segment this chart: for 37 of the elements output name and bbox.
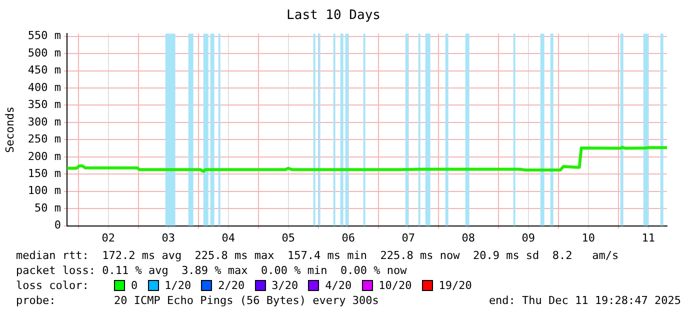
y-tick-label: 0 [54, 218, 61, 232]
text: 4/20 [325, 278, 352, 293]
x-tick-label: 11 [642, 231, 655, 244]
text: end: Thu Dec 11 19:28:47 2025 [488, 294, 681, 307]
text: 1/20 [164, 278, 192, 293]
text: packet loss: 0.11 % avg 3.89 % max 0.00 % min 0.00 % now [16, 264, 407, 277]
y-tick-label: 250 m [28, 132, 62, 146]
y-tick-label: 300 m [28, 115, 62, 128]
text: 2/20 [218, 278, 245, 293]
text: 0 [131, 278, 138, 293]
text: probe: [16, 294, 56, 307]
text: loss color: [16, 279, 89, 292]
x-tick-label: 08 [462, 231, 475, 244]
x-tick-label: 05 [282, 231, 295, 244]
y-tick-label: 400 m [28, 80, 62, 94]
x-tick-label: 09 [522, 231, 535, 244]
x-tick-label: 10 [582, 231, 595, 244]
y-axis-title: Seconds [3, 106, 16, 153]
text: 3/20 [272, 278, 298, 293]
text: median rtt: 172.2 ms avg 225.8 ms max 157.4 ms min 225.8 ms now 20.9 ms sd 8.2 am/s [16, 249, 619, 262]
x-tick-label: 03 [162, 231, 175, 244]
text: 10/20 [378, 278, 412, 293]
y-tick-label: 550 m [28, 29, 62, 42]
chart-title: Last 10 Days [286, 8, 380, 24]
text: 19/20 [438, 278, 472, 293]
x-tick-label: 06 [342, 231, 355, 244]
y-tick-label: 200 m [28, 150, 62, 163]
y-tick-label: 500 m [28, 46, 62, 60]
y-tick-label: 450 m [28, 64, 62, 77]
x-tick-label: 07 [402, 231, 415, 244]
y-tick-label: 350 m [28, 98, 62, 112]
x-tick-label: 02 [102, 231, 115, 244]
y-tick-label: 50 m [34, 201, 62, 214]
y-tick-label: 100 m [28, 184, 62, 198]
text: 20 ICMP Echo Pings (56 Bytes) every 300s [114, 294, 379, 307]
y-tick-label: 150 m [28, 166, 62, 180]
x-tick-label: 04 [222, 231, 236, 244]
